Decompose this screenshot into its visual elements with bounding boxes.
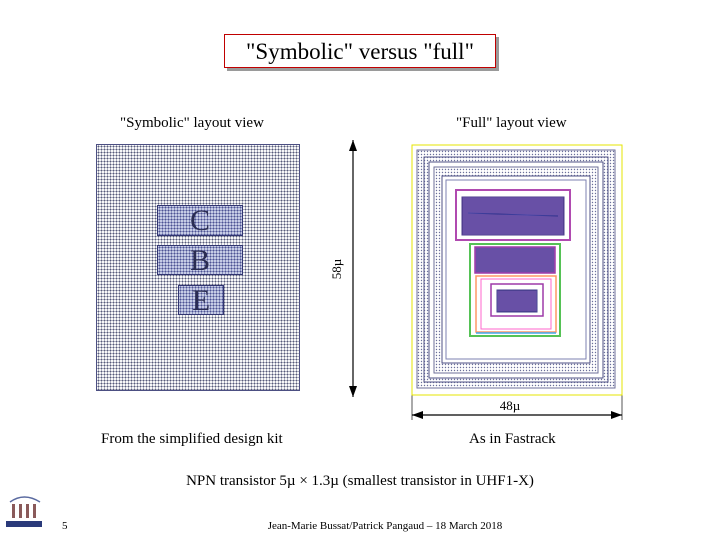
height-dimension-label: 58µ [329, 258, 344, 279]
collector-region: C [157, 205, 243, 236]
transistor-description: NPN transistor 5µ × 1.3µ (smallest trans… [186, 473, 534, 489]
footer-authors: Jean-Marie Bussat/Patrick Pangaud – 18 M… [267, 520, 503, 532]
symbolic-source-note: From the simplified design kit [101, 431, 283, 447]
symbolic-layout-caption: "Symbolic" layout view [120, 115, 264, 131]
full-source-note: As in Fastrack [469, 431, 556, 447]
institute-logo-icon [6, 496, 42, 527]
base-region: B [157, 245, 243, 276]
height-dimension-line [349, 140, 357, 397]
full-layout-caption: "Full" layout view [456, 115, 567, 131]
emitter-region: E [178, 285, 224, 316]
symbolic-layout-diagram: C B E [96, 144, 300, 391]
width-dimension-line [411, 394, 623, 420]
width-dimension-label: 48µ [500, 398, 521, 413]
full-layout-geometry [411, 144, 623, 396]
slide-title: "Symbolic" versus "full" [224, 34, 496, 68]
page-number: 5 [62, 520, 68, 532]
